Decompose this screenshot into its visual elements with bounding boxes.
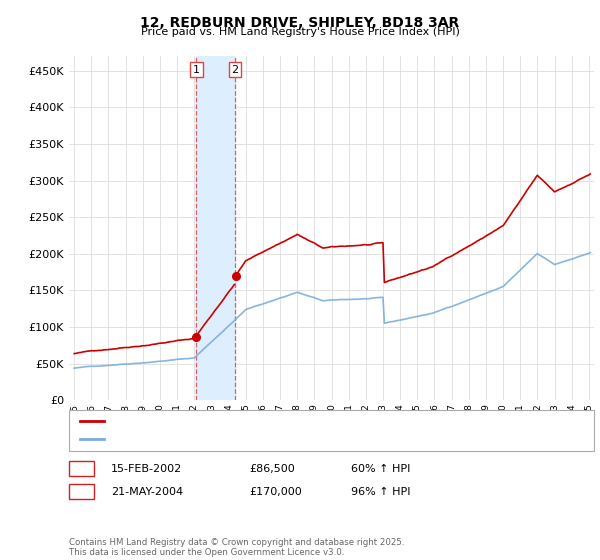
Text: 2: 2 [232,64,239,74]
Text: 2: 2 [78,487,85,497]
Text: 12, REDBURN DRIVE, SHIPLEY, BD18 3AR (semi-detached house): 12, REDBURN DRIVE, SHIPLEY, BD18 3AR (se… [110,417,434,426]
Text: 1: 1 [193,64,200,74]
Text: 21-MAY-2004: 21-MAY-2004 [111,487,183,497]
Text: Contains HM Land Registry data © Crown copyright and database right 2025.
This d: Contains HM Land Registry data © Crown c… [69,538,404,557]
Text: 15-FEB-2002: 15-FEB-2002 [111,464,182,474]
Text: 60% ↑ HPI: 60% ↑ HPI [351,464,410,474]
Text: 1: 1 [78,464,85,474]
Text: HPI: Average price, semi-detached house, Bradford: HPI: Average price, semi-detached house,… [110,435,365,444]
Text: 96% ↑ HPI: 96% ↑ HPI [351,487,410,497]
Text: £86,500: £86,500 [249,464,295,474]
Bar [196,56,235,400]
Text: Price paid vs. HM Land Registry's House Price Index (HPI): Price paid vs. HM Land Registry's House … [140,27,460,37]
Text: 12, REDBURN DRIVE, SHIPLEY, BD18 3AR: 12, REDBURN DRIVE, SHIPLEY, BD18 3AR [140,16,460,30]
Text: £170,000: £170,000 [249,487,302,497]
